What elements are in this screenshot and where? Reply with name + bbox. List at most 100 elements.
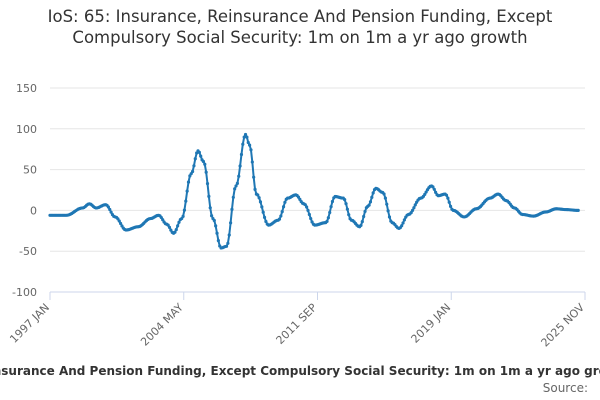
- data-point: [362, 214, 366, 219]
- data-point: [203, 162, 207, 166]
- data-point: [279, 214, 283, 218]
- data-point: [197, 150, 201, 154]
- data-point: [305, 205, 309, 209]
- data-point: [192, 164, 196, 168]
- y-tick-label: 0: [30, 204, 37, 217]
- data-point: [447, 200, 451, 204]
- x-tick-label: 1997 JAN: [7, 301, 52, 346]
- data-point: [190, 169, 195, 174]
- data-point: [402, 218, 407, 222]
- series-caption-text: IoS: 65: Insurance, Reinsurance And Pens…: [0, 364, 600, 378]
- y-tick-label: -100: [12, 286, 37, 299]
- data-point: [325, 219, 329, 223]
- data-point: [382, 192, 386, 196]
- data-point: [216, 238, 220, 243]
- data-point: [167, 225, 172, 229]
- data-point: [448, 204, 453, 208]
- y-tick-label: 100: [16, 123, 37, 136]
- data-point: [401, 221, 405, 225]
- y-tick-label: -50: [19, 245, 37, 258]
- data-point: [432, 187, 436, 191]
- data-point: [383, 196, 387, 200]
- y-tick-label: 150: [16, 82, 37, 95]
- data-point: [343, 198, 347, 202]
- data-point: [283, 200, 287, 204]
- data-point: [281, 205, 286, 209]
- x-tick-label: 2025 NOV: [539, 301, 588, 350]
- data-point: [400, 224, 404, 228]
- data-point: [241, 142, 245, 146]
- data-point: [106, 205, 110, 209]
- data-point: [177, 220, 181, 224]
- y-axis-ticks: 150 100 50 0 -50 -100: [12, 82, 37, 299]
- data-point: [173, 230, 177, 234]
- data-point: [233, 187, 237, 191]
- data-point: [424, 190, 428, 194]
- data-point: [205, 182, 210, 186]
- data-point: [214, 224, 218, 228]
- data-point: [119, 221, 123, 226]
- data-point: [204, 170, 208, 174]
- data-point: [249, 148, 253, 152]
- data-point: [239, 152, 244, 157]
- data-point: [230, 207, 234, 211]
- data-point: [344, 202, 348, 206]
- x-tick-label: 2011 SEP: [274, 301, 320, 347]
- chart-title: IoS: 65: Insurance, Reinsurance And Pens…: [47, 7, 553, 47]
- data-point: [238, 164, 242, 168]
- data-point: [248, 143, 252, 147]
- data-point: [209, 214, 214, 218]
- data-point: [235, 181, 239, 185]
- data-point: [360, 220, 364, 224]
- data-point: [257, 196, 261, 200]
- data-point: [446, 196, 450, 200]
- data-point: [117, 219, 121, 223]
- data-point: [347, 213, 351, 217]
- data-point: [330, 199, 335, 204]
- data-point: [385, 202, 389, 206]
- data-point: [412, 206, 416, 210]
- data-point: [208, 206, 212, 210]
- x-tick-label: 2004 MAY: [138, 301, 186, 349]
- data-point: [326, 216, 330, 220]
- data-point: [370, 195, 374, 199]
- data-point: [245, 135, 249, 139]
- data-point: [246, 140, 250, 145]
- x-axis: 1997 JAN 2004 MAY 2011 SEP 2019 JAN 2025 NOV: [7, 291, 588, 350]
- data-point: [201, 159, 206, 164]
- data-point: [386, 209, 390, 213]
- data-point: [329, 205, 333, 209]
- data-point: [264, 219, 268, 224]
- data-point: [359, 223, 363, 227]
- data-point: [444, 193, 449, 197]
- data-point: [431, 185, 435, 189]
- data-point: [108, 207, 112, 212]
- data-point: [186, 180, 191, 184]
- data-point: [434, 190, 438, 194]
- y-tick-label: 50: [23, 164, 37, 177]
- grid-lines: [50, 87, 585, 293]
- data-point: [368, 200, 373, 204]
- data-point: [215, 231, 219, 235]
- data-point: [176, 224, 180, 228]
- data-point: [410, 208, 415, 212]
- data-point: [224, 244, 229, 248]
- data-point: [109, 210, 113, 214]
- data-point: [250, 160, 254, 164]
- data-point: [280, 210, 284, 214]
- data-point: [307, 212, 311, 217]
- source-label: Source:: [542, 381, 588, 395]
- data-point: [306, 208, 310, 213]
- data-point: [310, 220, 314, 224]
- data-point: [413, 203, 417, 207]
- data-point: [207, 194, 211, 198]
- data-point: [199, 154, 203, 158]
- data-point: [237, 174, 241, 178]
- series-markers: [48, 132, 580, 250]
- data-point: [226, 241, 230, 245]
- data-point: [260, 205, 264, 209]
- data-point: [212, 218, 216, 223]
- data-point: [231, 195, 235, 199]
- data-point: [258, 200, 263, 204]
